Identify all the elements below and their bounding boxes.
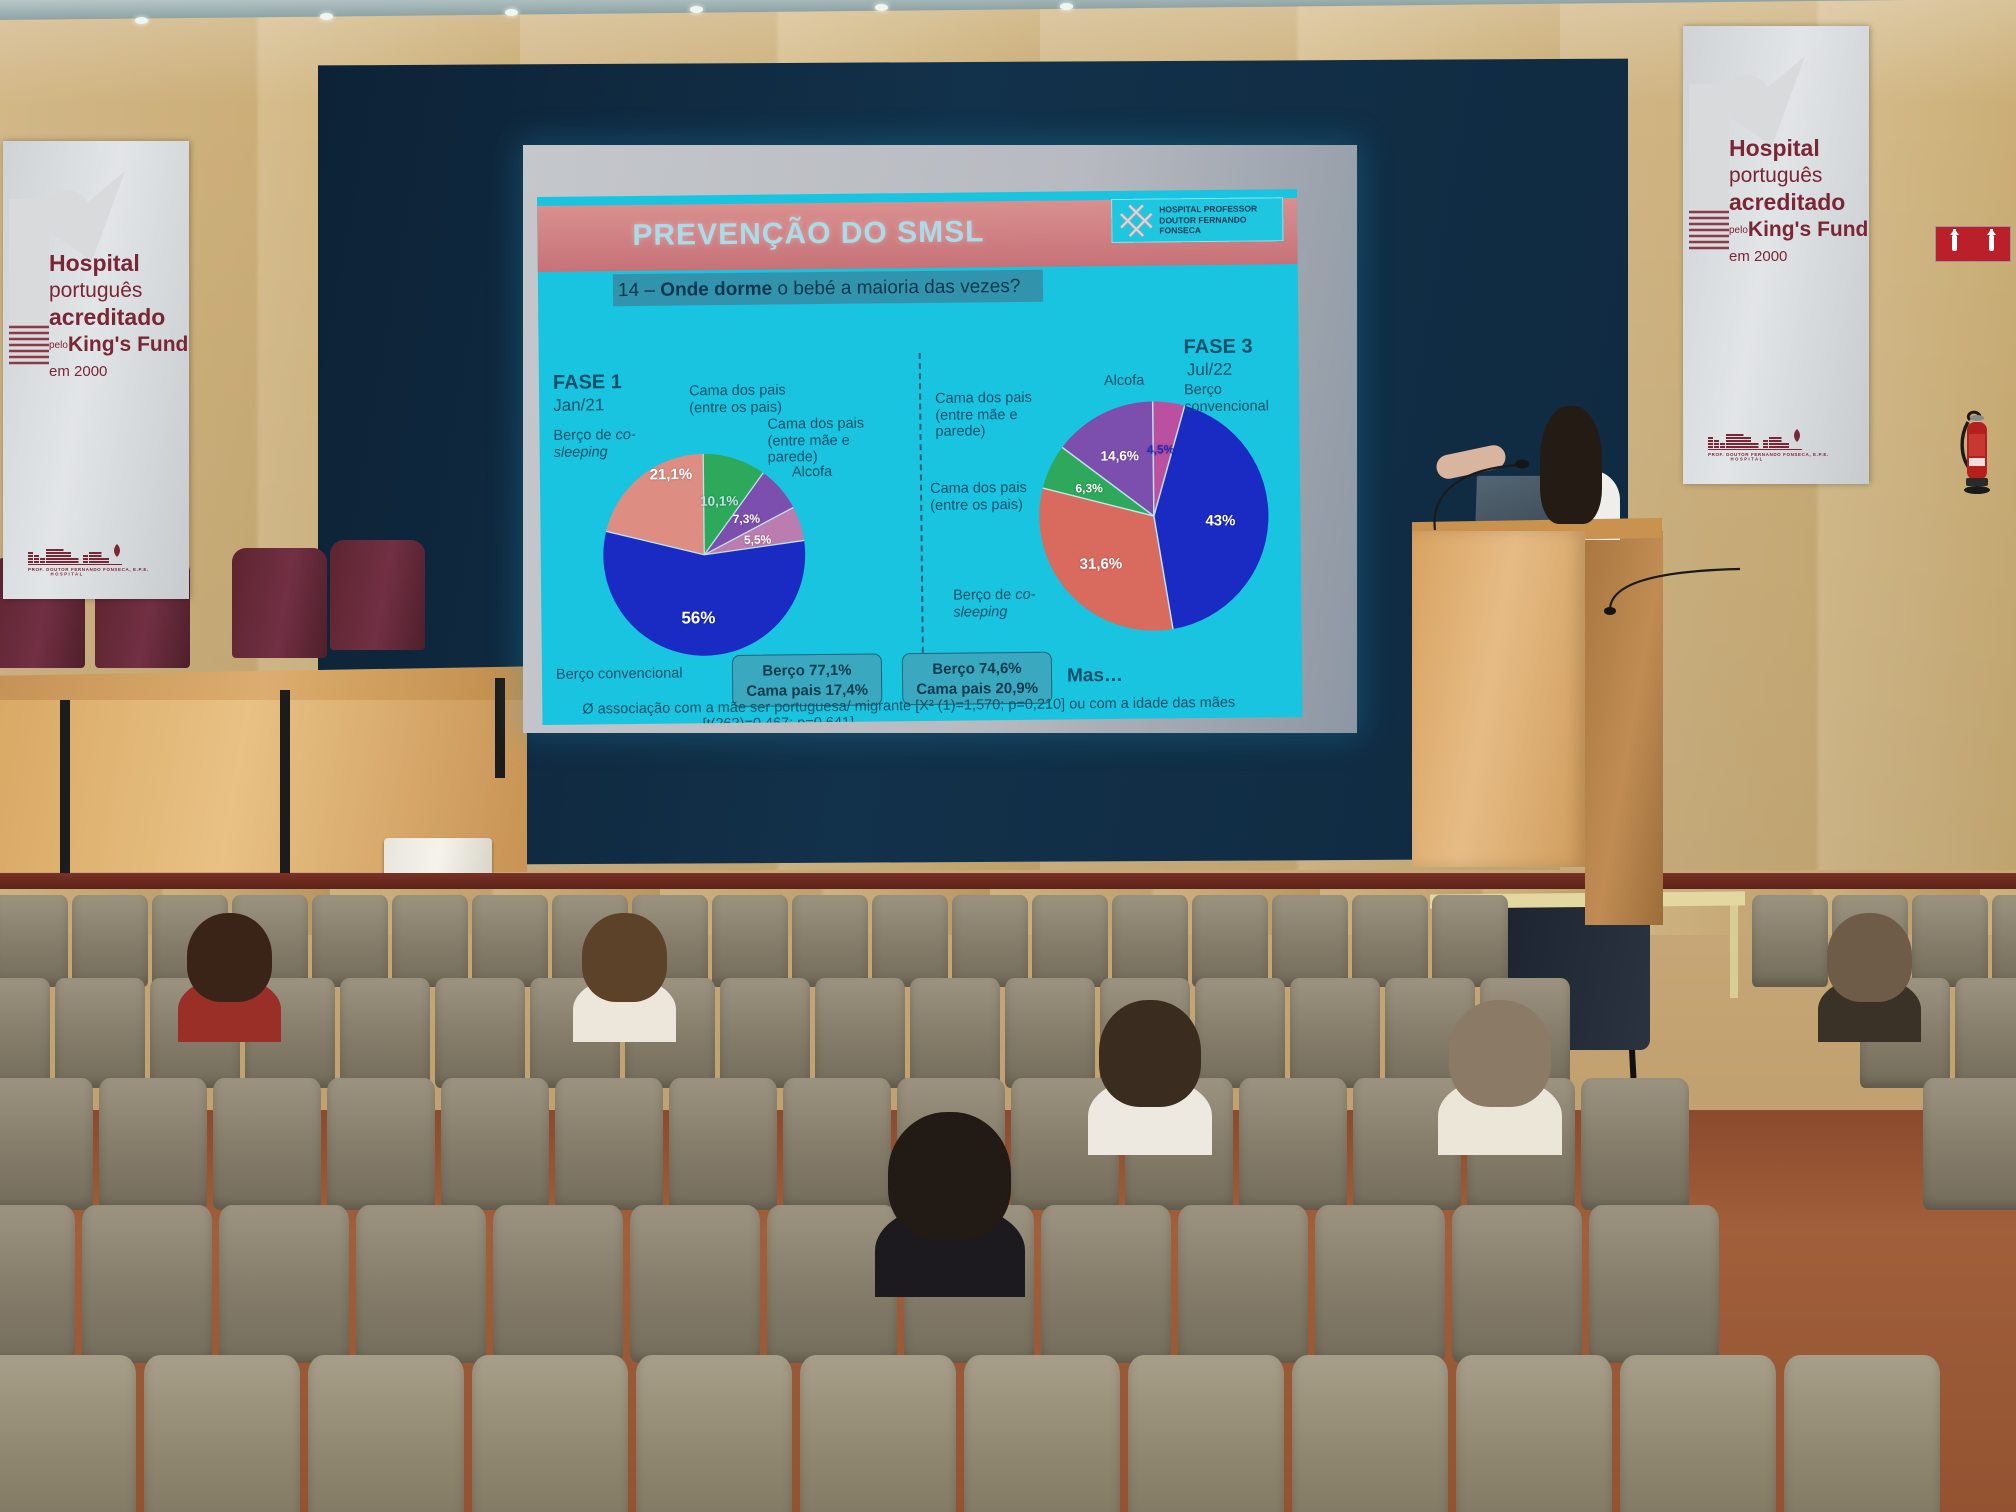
svg-text:PROF. DOUTOR FERNANDO FONSECA,: PROF. DOUTOR FERNANDO FONSECA, E.P.E.	[1708, 452, 1829, 457]
svg-text:HOSPITAL: HOSPITAL	[1731, 457, 1764, 462]
svg-text:PROF. DOUTOR FERNANDO FONSECA,: PROF. DOUTOR FERNANDO FONSECA, E.P.E.	[28, 567, 149, 572]
svg-text:HOSPITAL: HOSPITAL	[51, 572, 84, 577]
